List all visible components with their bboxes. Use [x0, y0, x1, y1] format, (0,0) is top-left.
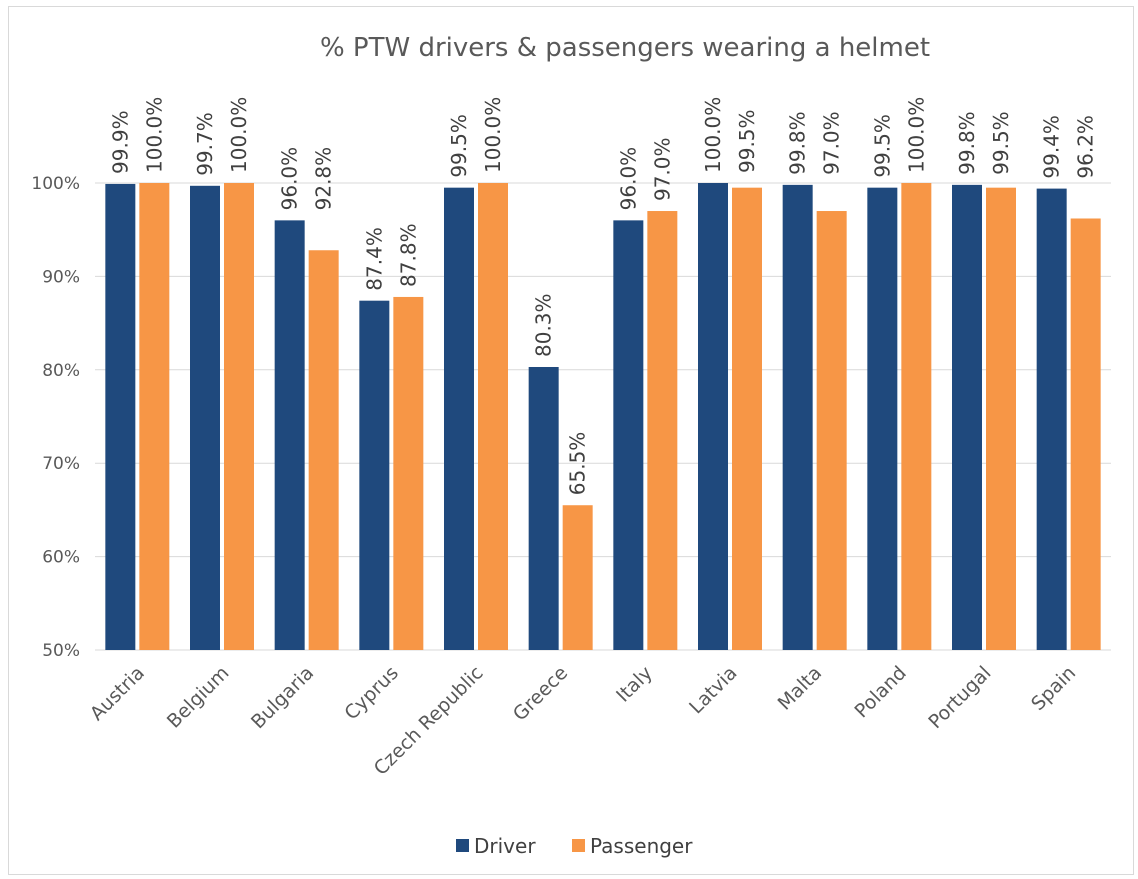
category-label: Belgium: [163, 662, 234, 733]
passenger-data-label: 65.5%: [566, 432, 590, 496]
driver-bar: [444, 187, 474, 651]
driver-data-label: 99.5%: [447, 114, 471, 178]
driver-legend-label: Driver: [474, 834, 536, 858]
passenger-legend-swatch: [572, 839, 585, 852]
driver-bar: [274, 220, 305, 651]
driver-bar: [1036, 188, 1067, 650]
category-label: Italy: [612, 662, 657, 707]
y-tick-label: 70%: [42, 454, 80, 474]
driver-data-label: 99.9%: [108, 110, 132, 174]
driver-bar: [359, 300, 390, 650]
passenger-bar: [986, 187, 1016, 651]
driver-bar: [190, 185, 220, 650]
bars: [105, 183, 1101, 651]
passenger-data-label: 100.0%: [142, 97, 166, 173]
category-label: Austria: [86, 662, 149, 725]
category-label: Malta: [774, 662, 827, 715]
category-label: Spain: [1027, 662, 1080, 715]
data-labels: 99.9% 100.0% 99.7% 100.0% 96.0% 92.8% 87.4% 87.…: [108, 97, 1097, 495]
passenger-bar: [478, 183, 508, 650]
driver-data-label: 99.4%: [1040, 115, 1064, 179]
passenger-data-label: 96.2%: [1074, 115, 1098, 179]
passenger-bar: [139, 183, 170, 650]
driver-data-label: 80.3%: [532, 293, 556, 357]
passenger-data-label: 97.0%: [650, 137, 674, 201]
chart-svg: % PTW drivers & passengers wearing a hel…: [31, 33, 1111, 858]
driver-data-label: 99.8%: [786, 111, 810, 175]
passenger-data-label: 92.8%: [312, 147, 336, 211]
passenger-bar: [224, 183, 254, 650]
passenger-bar: [816, 211, 847, 650]
passenger-data-label: 100.0%: [904, 97, 928, 173]
passenger-data-label: 100.0%: [227, 97, 251, 173]
passenger-bar: [308, 250, 339, 651]
passenger-data-label: 99.5%: [735, 109, 759, 173]
driver-legend-swatch: [456, 839, 469, 852]
passenger-bar: [562, 505, 593, 650]
passenger-bar: [732, 187, 762, 651]
passenger-data-label: 97.0%: [820, 111, 844, 175]
category-label: Bulgaria: [247, 662, 318, 733]
driver-data-label: 99.8%: [955, 111, 979, 175]
driver-bar: [952, 184, 982, 651]
legend: Driver Passenger: [456, 834, 693, 858]
driver-data-label: 99.7%: [193, 112, 217, 176]
category-label: Cyprus: [340, 662, 402, 724]
driver-data-label: 100.0%: [701, 97, 725, 173]
driver-bar: [613, 220, 644, 651]
driver-bar: [867, 187, 898, 651]
driver-data-label: 96.0%: [278, 147, 302, 211]
driver-bar: [105, 183, 136, 650]
passenger-data-label: 100.0%: [481, 97, 505, 173]
category-label: Portugal: [924, 662, 995, 733]
driver-bar: [782, 184, 813, 651]
y-tick-label: 50%: [42, 641, 80, 661]
y-tick-label: 90%: [42, 267, 80, 287]
y-tick-label: 80%: [42, 361, 80, 381]
passenger-data-label: 87.8%: [396, 223, 420, 287]
driver-data-label: 96.0%: [616, 147, 640, 211]
passenger-bar: [647, 211, 678, 650]
y-axis-ticks: 50% 60% 70% 80% 90% 100%: [31, 174, 80, 661]
driver-bar: [698, 183, 728, 650]
chart-title: % PTW drivers & passengers wearing a hel…: [320, 33, 930, 63]
passenger-bar: [393, 296, 424, 650]
category-label: Greece: [509, 662, 572, 725]
passenger-data-label: 99.5%: [989, 111, 1013, 175]
driver-data-label: 99.5%: [870, 114, 894, 178]
category-label: Poland: [850, 662, 910, 722]
driver-bar: [528, 366, 559, 650]
category-label: Latvia: [685, 662, 741, 718]
passenger-legend-label: Passenger: [590, 834, 693, 858]
passenger-bar: [901, 183, 932, 650]
y-tick-label: 100%: [31, 174, 80, 194]
passenger-bar: [1070, 218, 1101, 650]
chart-frame: % PTW drivers & passengers wearing a hel…: [8, 6, 1134, 875]
y-tick-label: 60%: [42, 548, 80, 568]
driver-data-label: 87.4%: [362, 227, 386, 291]
gridlines: [95, 182, 1111, 651]
